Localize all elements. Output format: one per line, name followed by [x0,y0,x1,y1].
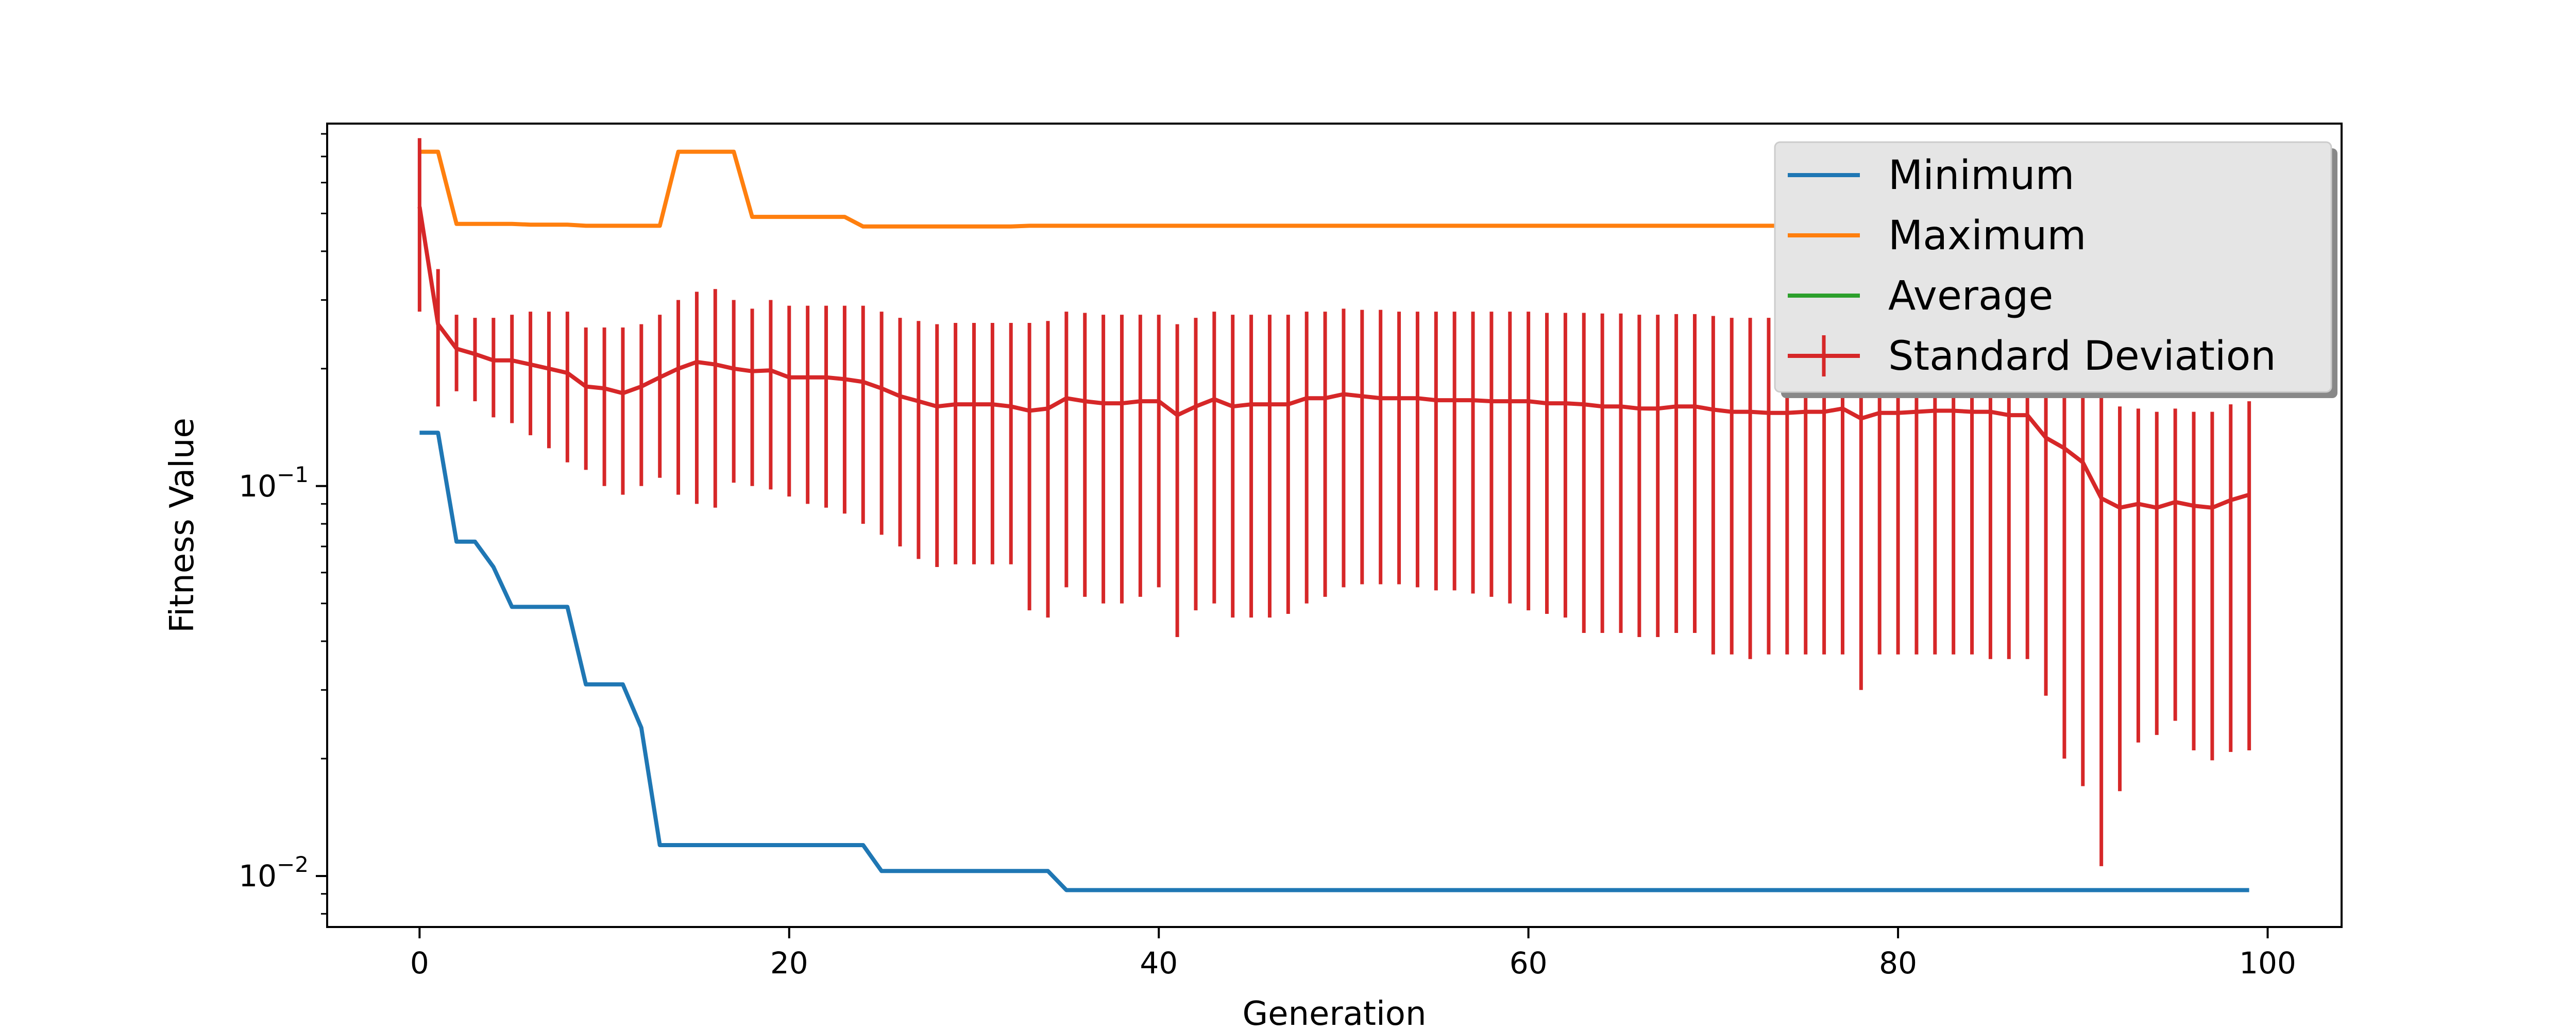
legend-label: Standard Deviation [1888,333,2276,380]
legend: Minimum Maximum Average Standard Deviation [1774,141,2337,398]
x-tick-label: 100 [2239,946,2296,981]
plot-series [417,138,2251,892]
x-tick-label: 80 [1879,946,1917,981]
y-axis: 10−1 10−2 [239,133,327,915]
x-axis-label: Generation [1242,995,1426,1030]
legend-label: Average [1888,273,2053,319]
x-axis: 0 20 40 60 80 100 [410,927,2296,981]
legend-entries: Minimum Maximum Average Standard Deviation [1788,152,2276,380]
y-tick-label: 10−1 [239,462,309,504]
legend-label: Minimum [1888,152,2074,199]
plot-frame [326,123,2343,928]
x-tick-label: 60 [1510,946,1548,981]
std-dev-series-line [417,206,2250,510]
x-tick-label: 0 [410,946,429,981]
legend-box [1774,141,2332,393]
y-axis-label: Fitness Value [163,418,201,633]
minimum-series-line [419,431,2249,892]
x-tick-label: 20 [770,946,808,981]
legend-label: Maximum [1888,213,2086,259]
x-tick-label: 40 [1140,946,1178,981]
y-tick-label: 10−2 [239,852,309,894]
